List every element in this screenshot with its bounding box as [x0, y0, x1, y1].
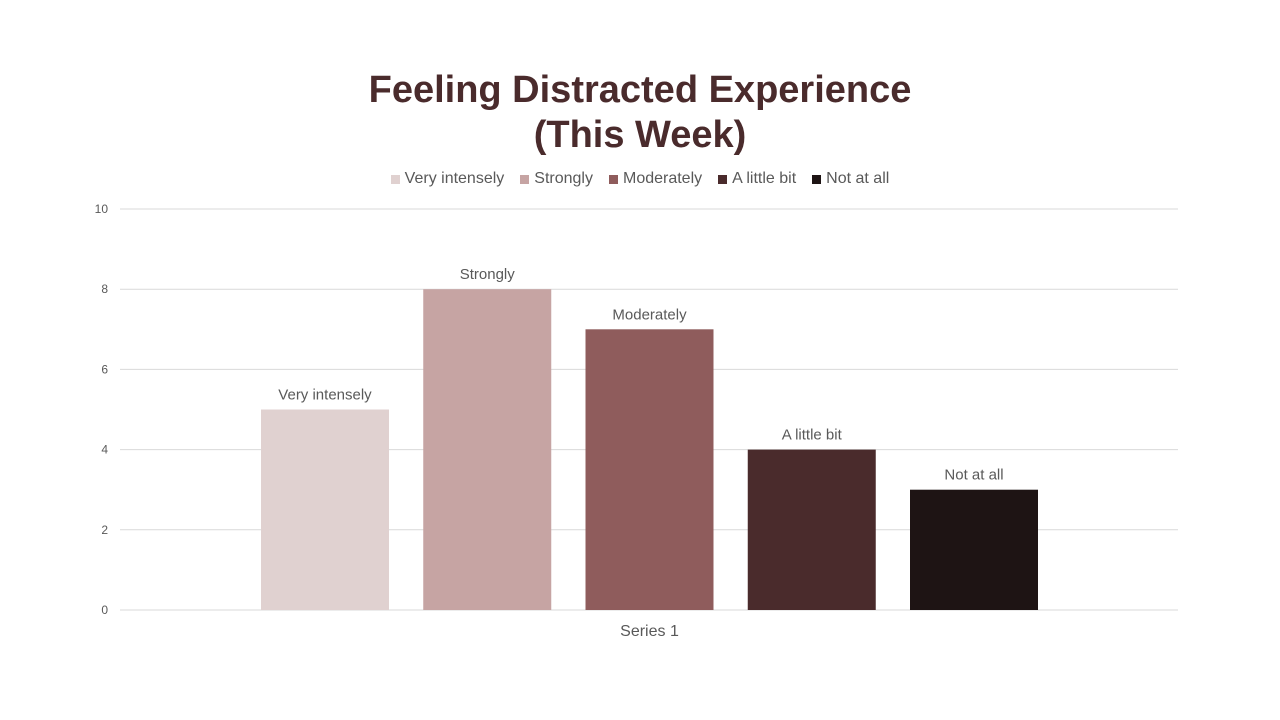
legend-item-a-little-bit: A little bit	[718, 170, 796, 188]
bar-a-little-bit	[747, 449, 876, 610]
chart-title-line-2: (This Week)	[533, 114, 747, 156]
legend-item-not-at-all: Not at all	[812, 170, 889, 188]
legend-swatch	[520, 174, 530, 184]
y-tick-label: 2	[101, 523, 108, 537]
y-tick-label: 8	[101, 282, 108, 296]
y-tick-label: 0	[101, 603, 108, 617]
bar-moderately	[585, 329, 714, 610]
data-label: Not at all	[944, 467, 1003, 484]
bar-very-intensely	[261, 409, 389, 610]
data-label: Moderately	[612, 306, 687, 323]
y-tick-label: 10	[95, 202, 109, 216]
legend-swatch	[390, 174, 400, 184]
x-axis-category-label: Series 1	[620, 623, 679, 640]
chart-legend: Very intensely Strongly Moderately A lit…	[0, 170, 1280, 188]
legend-swatch	[608, 174, 618, 184]
legend-item-strongly: Strongly	[520, 170, 593, 188]
y-tick-label: 6	[101, 362, 108, 376]
data-label: Very intensely	[278, 387, 372, 404]
legend-item-moderately: Moderately	[608, 170, 703, 188]
legend-label: Very intensely	[404, 170, 505, 187]
legend-label: Moderately	[622, 170, 703, 187]
legend-swatch	[718, 174, 728, 184]
data-label: Strongly	[460, 266, 516, 283]
legend-swatch	[812, 174, 822, 184]
legend-label: Strongly	[534, 170, 593, 187]
legend-label: A little bit	[732, 170, 797, 187]
bar-strongly	[423, 289, 552, 610]
data-label: A little bit	[782, 427, 843, 444]
y-tick-label: 4	[101, 443, 108, 457]
legend-item-very-intensely: Very intensely	[390, 170, 505, 188]
bar-not-at-all	[910, 489, 1038, 610]
chart-title-line-1: Feeling Distracted Experience	[368, 69, 912, 111]
legend-label: Not at all	[826, 170, 890, 187]
